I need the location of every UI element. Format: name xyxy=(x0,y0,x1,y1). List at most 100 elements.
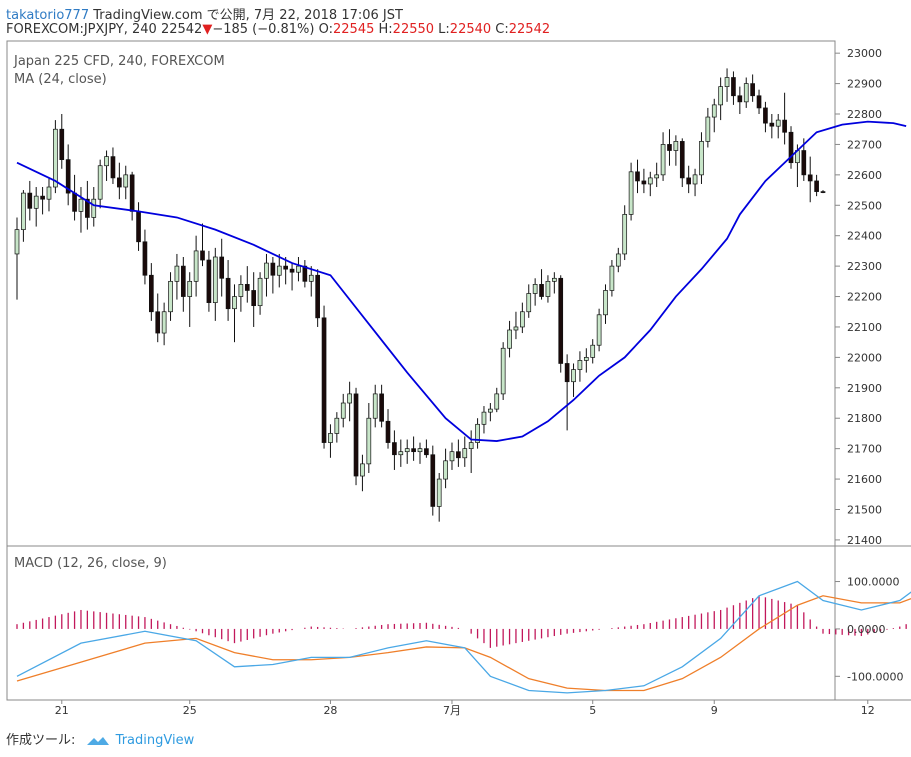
price-tick-label: 22200 xyxy=(847,291,882,304)
main-title: Japan 225 CFD, 240, FOREXCOM xyxy=(14,54,225,69)
candle-body xyxy=(807,174,813,182)
candle-body xyxy=(411,448,416,453)
price-chart[interactable]: 21400 21500 21600 21700 21800 21900 22000 22100… xyxy=(0,0,911,720)
candle-body xyxy=(647,177,653,185)
candle-body xyxy=(724,77,730,87)
candle-body xyxy=(699,141,704,176)
last-price: 22542 xyxy=(160,22,203,37)
low-label: L: xyxy=(438,22,450,37)
publish-line: takatorio777 TradingView.com で公開, 7月 22,… xyxy=(6,4,403,23)
candle-body xyxy=(660,144,666,176)
candle-body xyxy=(315,274,320,319)
author-link[interactable]: takatorio777 xyxy=(6,8,90,23)
candle-body xyxy=(46,186,52,200)
candle-body xyxy=(718,86,723,106)
candle-body xyxy=(59,128,65,160)
candle-body xyxy=(110,156,116,179)
high-label: H: xyxy=(378,22,393,37)
plot-border xyxy=(6,40,836,701)
candle-body xyxy=(33,195,39,209)
candle-body xyxy=(641,180,647,185)
candle-body xyxy=(136,211,141,243)
candle-body xyxy=(603,290,608,316)
candle-body xyxy=(539,284,544,297)
macd-lines xyxy=(16,580,911,694)
candle-body xyxy=(72,192,77,212)
symbol-line: FOREXCOM:JPXJPY, 240 22542▼−185 (−0.81%)… xyxy=(6,22,550,37)
candle-body xyxy=(149,274,154,313)
candle-body xyxy=(257,277,263,307)
candle-body xyxy=(117,177,122,188)
macd-line xyxy=(16,580,911,694)
candle-body xyxy=(743,83,749,103)
candle-body xyxy=(545,280,551,297)
price-tick-label: 22600 xyxy=(847,169,882,182)
price-tick-label: 21500 xyxy=(847,503,882,516)
macd-tick-label: -100.0000 xyxy=(847,670,903,683)
candle-body xyxy=(583,357,589,361)
time-tick-label: 9 xyxy=(711,704,718,717)
candle-body xyxy=(334,417,340,434)
candle-body xyxy=(436,478,442,507)
candle-body xyxy=(513,326,519,331)
time-tick-label: 28 xyxy=(323,704,337,717)
tradingview-link[interactable]: TradingView xyxy=(115,733,195,748)
candle-body xyxy=(91,198,97,218)
price-tick-label: 22100 xyxy=(847,321,882,334)
price-tick-label: 22900 xyxy=(847,78,882,91)
candle-body xyxy=(424,448,429,456)
price-tick-label: 23000 xyxy=(847,47,882,60)
candle-body xyxy=(244,284,250,291)
candle-body xyxy=(552,277,557,282)
low-value: 22540 xyxy=(449,22,492,37)
price-tick-label: 21400 xyxy=(847,534,882,547)
close-value: 22542 xyxy=(508,22,551,37)
candle-body xyxy=(763,107,768,124)
candle-body xyxy=(225,277,231,310)
candle-body xyxy=(289,268,295,273)
candle-body xyxy=(475,423,480,443)
candle-body xyxy=(654,174,660,179)
candle-body xyxy=(398,451,404,456)
candle-body xyxy=(328,433,333,443)
chart-frame xyxy=(6,40,911,701)
macd-histogram xyxy=(16,595,907,648)
candle-body xyxy=(750,83,755,97)
candle-body xyxy=(53,128,58,188)
candles xyxy=(14,68,826,522)
candle-body xyxy=(366,417,372,465)
price-axis: 21400 21500 21600 21700 21800 21900 22000 22100… xyxy=(835,47,882,547)
candle-body xyxy=(200,250,205,261)
candle-body xyxy=(788,131,794,164)
price-tick-label: 22700 xyxy=(847,138,882,151)
candle-body xyxy=(564,363,570,383)
candle-body xyxy=(615,253,621,267)
candle-body xyxy=(430,454,436,507)
candle-body xyxy=(212,256,218,303)
candle-body xyxy=(494,393,500,410)
candle-body xyxy=(481,411,487,425)
candle-body xyxy=(385,420,391,443)
candle-body xyxy=(174,265,180,282)
ma-line xyxy=(16,120,907,442)
candle-body xyxy=(379,393,384,422)
candle-body xyxy=(468,442,474,450)
time-tick-label: 5 xyxy=(589,704,596,717)
candle-body xyxy=(340,402,346,419)
candle-body xyxy=(404,448,410,453)
candle-body xyxy=(372,393,378,419)
time-tick-label: 12 xyxy=(861,704,875,717)
candle-body xyxy=(673,141,679,151)
candle-body xyxy=(21,192,26,230)
time-axis: 2125287月59121619 xyxy=(55,700,875,717)
macd-tick-label: 100.0000 xyxy=(847,576,900,589)
candle-body xyxy=(488,408,493,413)
candle-body xyxy=(462,448,468,459)
candle-body xyxy=(667,144,672,151)
close-label: C: xyxy=(495,22,509,37)
candle-body xyxy=(276,265,282,276)
candle-body xyxy=(635,171,640,182)
ma-24-line xyxy=(16,120,907,442)
candle-body xyxy=(302,265,308,282)
candle-body xyxy=(353,393,359,477)
